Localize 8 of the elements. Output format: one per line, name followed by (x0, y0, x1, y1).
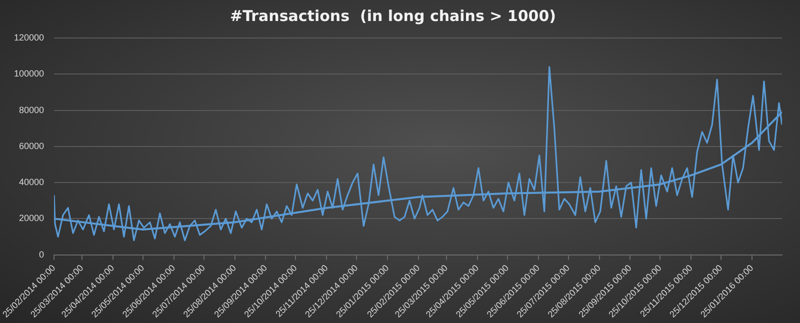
y-tick-label: 20000 (19, 213, 44, 224)
y-tick-label: 40000 (19, 177, 44, 188)
y-tick-label: 100000 (14, 68, 44, 79)
y-tick-label: 0 (39, 249, 44, 260)
y-tick-label: 60000 (19, 140, 44, 151)
chart-title: #Transactions (in long chains > 1000) (230, 6, 556, 25)
y-tick-label: 120000 (14, 32, 44, 42)
y-tick-label: 80000 (19, 104, 44, 115)
